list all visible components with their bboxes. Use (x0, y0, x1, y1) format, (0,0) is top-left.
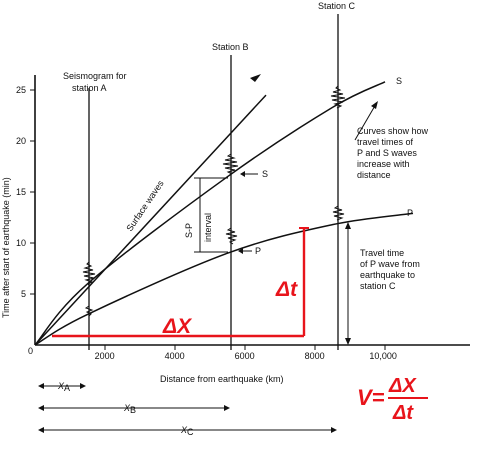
curves-note-pointer (354, 101, 378, 141)
y-tick-label: 10 (16, 238, 26, 248)
station-lines (88, 14, 339, 350)
curves-note-line: P and S waves (357, 148, 417, 158)
surface-wave-arrowhead (250, 74, 261, 82)
y-tick-label: 15 (16, 187, 26, 197)
seismogram-c-s (330, 85, 346, 109)
s-marker-arrowhead (240, 171, 245, 177)
curves-note-line: travel times of (357, 137, 414, 147)
x-axis-ticks: 2000 4000 6000 8000 10,000 (95, 345, 397, 361)
station-c-label: Station C (318, 1, 356, 11)
origin-label: 0 (28, 346, 33, 356)
distance-arrows: X A X B X C (38, 381, 337, 437)
travel-note-line: Travel time (360, 248, 404, 258)
travel-note-line: station C (360, 281, 396, 291)
velocity-formula-lhs: V= (357, 385, 385, 410)
travel-note-line: earthquake to (360, 270, 415, 280)
travel-curves: S P Surface waves (34, 74, 414, 346)
x-axis-label: Distance from earthquake (km) (160, 374, 284, 384)
red-overlay: ΔX Δt V= ΔX Δt (52, 227, 428, 424)
station-b-label: Station B (212, 42, 249, 52)
velocity-formula-numerator: ΔX (388, 375, 417, 397)
axes: 2000 4000 6000 8000 10,000 5 10 15 20 25 0 Dista… (1, 75, 470, 384)
x-tick-label: 10,000 (369, 351, 397, 361)
seismogram-b-p (225, 227, 238, 245)
seismograms (82, 85, 346, 317)
curves-note-line: distance (357, 170, 391, 180)
delta-x-label: ΔX (162, 315, 193, 338)
s-wave-curve (34, 81, 386, 346)
travel-time-bracket (345, 222, 351, 345)
seismogram-c-p (332, 205, 345, 221)
p-wave-curve (34, 212, 414, 346)
xa-sub: A (64, 383, 70, 393)
sp-interval-label-1: S-P (184, 223, 194, 238)
seismogram-a-p (84, 305, 94, 317)
s-marker-label: S (262, 169, 268, 179)
p-curve-label: P (407, 208, 413, 218)
sp-interval: S P S-P interval (184, 169, 268, 256)
p-marker-arrowhead (238, 248, 243, 254)
travel-note-line: of P wave from (360, 259, 420, 269)
station-labels: Seismogram for station A Station B Stati… (63, 1, 356, 93)
seismogram-a-s (82, 261, 96, 287)
x-tick-label: 4000 (165, 351, 185, 361)
xa-label: X (57, 381, 65, 391)
xb-sub: B (130, 405, 136, 415)
curves-note-line: Curves show how (357, 126, 429, 136)
station-a-label-line1: Seismogram for (63, 71, 127, 81)
xb-label: X (123, 403, 131, 413)
velocity-formula-denominator: Δt (392, 402, 414, 424)
x-tick-label: 8000 (305, 351, 325, 361)
xc-label: X (180, 425, 188, 435)
y-axis-label: Time after start of earthquake (min) (1, 177, 11, 318)
y-axis-ticks: 5 10 15 20 25 (16, 85, 35, 299)
surface-wave-line (34, 94, 267, 346)
seismogram-b-s (222, 153, 239, 175)
xc-sub: C (187, 427, 194, 437)
sp-interval-label-2: interval (203, 213, 213, 242)
y-tick-label: 25 (16, 85, 26, 95)
station-a-label-line2: station A (72, 83, 107, 93)
p-marker-label: P (255, 246, 261, 256)
y-tick-label: 5 (21, 289, 26, 299)
y-tick-label: 20 (16, 136, 26, 146)
x-tick-label: 6000 (235, 351, 255, 361)
curves-note-line: increase with (357, 159, 410, 169)
x-tick-label: 2000 (95, 351, 115, 361)
s-curve-label: S (396, 76, 402, 86)
delta-t-label: Δt (275, 278, 298, 301)
